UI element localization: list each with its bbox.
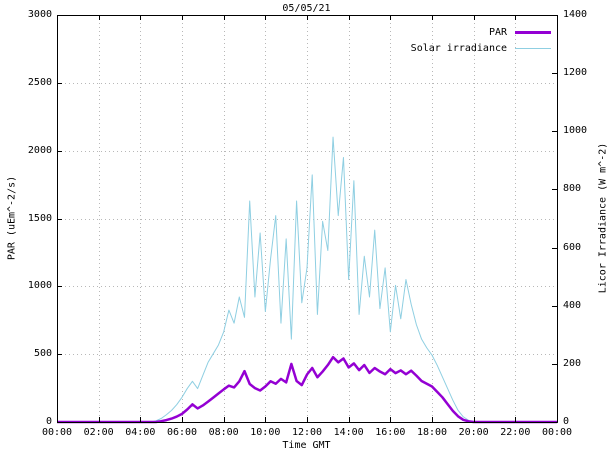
x-tick-label: 22:00 bbox=[500, 427, 531, 438]
x-tick-label: 04:00 bbox=[125, 427, 156, 438]
solar-irradiance-line-sample-icon bbox=[515, 47, 551, 49]
y-tick-label: 3000 bbox=[27, 9, 52, 20]
y2-tick-label: 1000 bbox=[563, 125, 588, 137]
y2-tick-label: 600 bbox=[563, 241, 582, 253]
y-tick-label: 1500 bbox=[27, 212, 52, 224]
x-tick-label: 12:00 bbox=[291, 427, 323, 438]
y-tick-label: 0 bbox=[45, 416, 52, 427]
y-tick-label: 1000 bbox=[27, 280, 52, 292]
y-tick-label: 2000 bbox=[27, 144, 52, 156]
y2-tick-label: 0 bbox=[563, 416, 570, 427]
x-tick-label: 20:00 bbox=[458, 427, 489, 438]
x-tick-label: 18:00 bbox=[416, 427, 448, 438]
y2-axis-title: Licor Irradiance (W m^-2) bbox=[597, 142, 609, 294]
x-axis-title: Time GMT bbox=[282, 440, 331, 451]
chart-title: 05/05/21 bbox=[282, 3, 331, 14]
chart-legend: PAR Solar irradiance bbox=[411, 24, 551, 56]
legend-label-solar-irradiance: Solar irradiance bbox=[410, 42, 507, 54]
x-tick-label: 10:00 bbox=[250, 427, 281, 438]
x-tick-label: 00:00 bbox=[541, 427, 573, 438]
y-tick-label: 500 bbox=[33, 348, 52, 360]
y2-tick-label: 800 bbox=[563, 183, 582, 195]
par-line-sample-icon bbox=[515, 30, 551, 34]
y2-tick-label: 1200 bbox=[563, 67, 588, 79]
legend-label-par: PAR bbox=[488, 26, 507, 38]
x-tick-label: 08:00 bbox=[208, 427, 239, 438]
y2-tick-label: 1400 bbox=[563, 9, 588, 20]
x-tick-label: 14:00 bbox=[333, 427, 364, 438]
y2-tick-label: 400 bbox=[563, 299, 582, 311]
y2-tick-label: 200 bbox=[563, 357, 582, 369]
legend-item-par: PAR bbox=[411, 24, 551, 40]
x-tick-label: 16:00 bbox=[375, 427, 406, 438]
y-tick-label: 2500 bbox=[27, 76, 52, 88]
x-tick-label: 02:00 bbox=[83, 427, 114, 438]
x-tick-label: 06:00 bbox=[166, 427, 198, 438]
x-tick-label: 00:00 bbox=[41, 427, 73, 438]
legend-item-solar-irradiance: Solar irradiance bbox=[411, 40, 551, 56]
